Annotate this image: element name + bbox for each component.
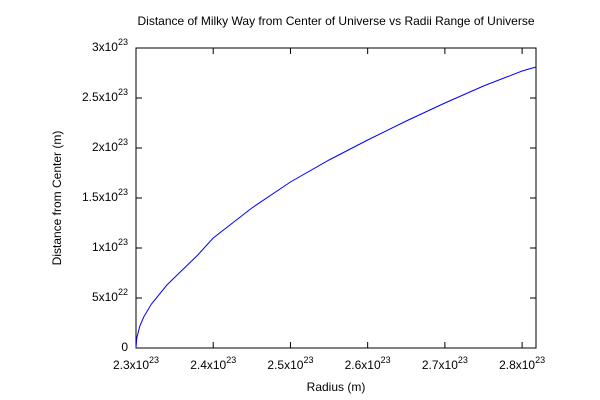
x-tick-label: 2.3x1023 xyxy=(113,355,159,372)
y-tick-label: 1.5x1023 xyxy=(82,187,128,204)
y-tick-label: 5x1022 xyxy=(92,287,128,304)
y-tick-label: 2x1023 xyxy=(92,137,128,154)
y-tick-label: 3x1023 xyxy=(92,37,128,54)
x-axis-label: Radius (m) xyxy=(307,380,366,394)
x-tick-label: 2.7x1023 xyxy=(422,355,468,372)
y-tick-label: 0 xyxy=(121,340,128,354)
x-tick-label: 2.4x1023 xyxy=(190,355,236,372)
x-tick-label: 2.5x1023 xyxy=(267,355,313,372)
plot-frame xyxy=(135,47,537,349)
x-tick-label: 2.8x1023 xyxy=(499,355,545,372)
y-axis-label: Distance from Center (m) xyxy=(50,131,64,266)
x-tick-label: 2.6x1023 xyxy=(345,355,391,372)
y-tick-label: 2.5x1023 xyxy=(82,87,128,104)
data-line xyxy=(135,66,537,349)
y-tick-label: 1x1023 xyxy=(92,237,128,254)
chart-title: Distance of Milky Way from Center of Uni… xyxy=(137,14,534,28)
